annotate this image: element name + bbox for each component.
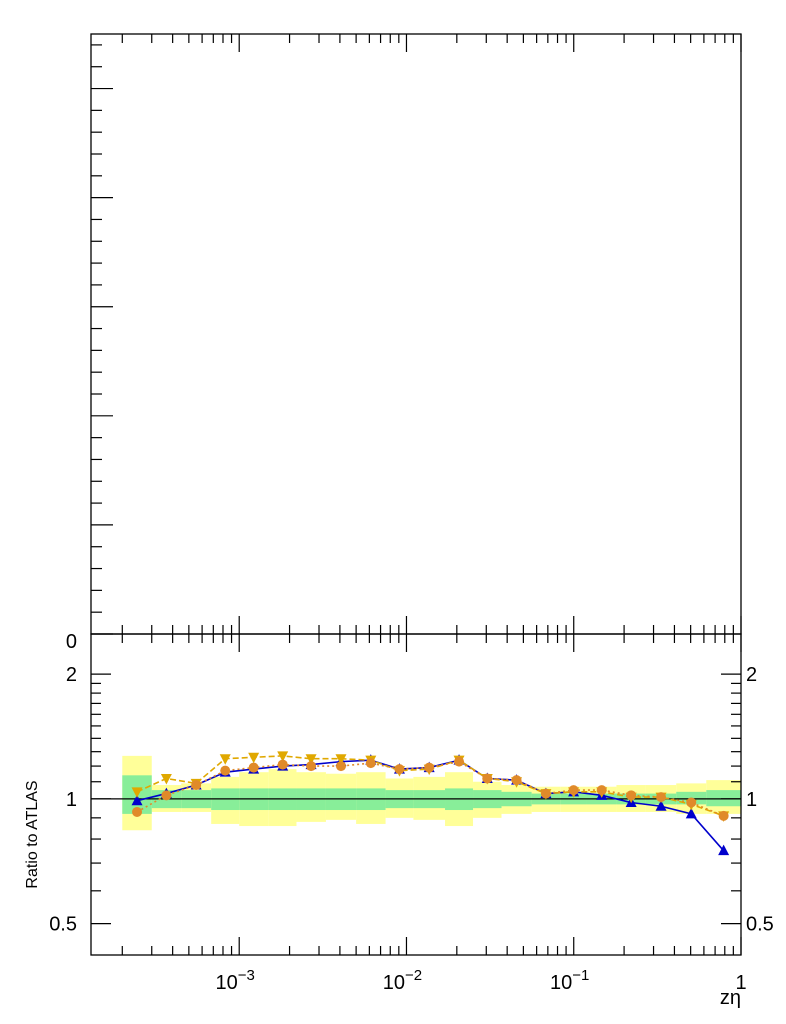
series-3-point bbox=[596, 785, 607, 796]
ratio-y-tick-label-left: 2 bbox=[66, 664, 77, 686]
ratio-panel-frame bbox=[90, 633, 742, 956]
series-3-point bbox=[306, 761, 317, 772]
ratio-y-tick-label-left: 1 bbox=[66, 789, 77, 811]
series-3-point bbox=[277, 759, 288, 770]
ratio-panel: 0.5 0.5 1 1 2 2 10−3 10−2 10−1 1 Ratio to ATLAS z… bbox=[24, 633, 774, 1009]
series-1-point bbox=[655, 800, 667, 811]
series-3-point bbox=[454, 756, 465, 767]
ratio-y-tick-label-right: 0.5 bbox=[746, 914, 774, 936]
series-2-point bbox=[131, 787, 143, 798]
ratio-x-tick-label: 1 bbox=[735, 972, 746, 994]
main-panel: 0 bbox=[66, 33, 742, 653]
series-3-point bbox=[424, 762, 435, 773]
ratio-x-tick-label: 10−3 bbox=[216, 967, 255, 994]
series-1-point bbox=[685, 807, 697, 819]
main-panel-tick-labels: 0 bbox=[66, 631, 77, 653]
series-3-point bbox=[482, 773, 493, 784]
series-3-point bbox=[191, 780, 202, 791]
series-3-point bbox=[540, 788, 551, 799]
stat-uncertainty-band bbox=[706, 790, 741, 807]
series-1-point bbox=[131, 794, 143, 806]
series-2-point bbox=[305, 754, 317, 765]
main-panel-ticks bbox=[91, 34, 742, 635]
series-3-point bbox=[365, 758, 376, 769]
series-3-point bbox=[511, 775, 522, 786]
ratio-y-tick-label-left: 0.5 bbox=[49, 914, 77, 936]
series-3-point bbox=[568, 785, 579, 796]
series-3-point bbox=[394, 764, 405, 775]
ratio-y-tick-label-right: 2 bbox=[746, 664, 757, 686]
series-2-point bbox=[277, 751, 289, 762]
ratio-panel-tick-labels: 0.5 0.5 1 1 2 2 10−3 10−2 10−1 1 bbox=[49, 664, 774, 994]
series-layer bbox=[131, 751, 730, 856]
series-2-point bbox=[335, 754, 347, 765]
x-axis-title: zη bbox=[720, 987, 741, 1009]
y-axis-title: Ratio to ATLAS bbox=[24, 780, 41, 888]
series-2-point bbox=[219, 754, 231, 765]
series-3-point bbox=[718, 810, 729, 821]
ratio-y-tick-label-right: 1 bbox=[746, 789, 757, 811]
main-panel-frame bbox=[90, 33, 742, 635]
series-1-point bbox=[718, 844, 730, 856]
series-3-point bbox=[220, 765, 231, 776]
series-3-point bbox=[161, 790, 172, 801]
series-3-point bbox=[686, 797, 697, 808]
main-y-tick-label: 0 bbox=[66, 631, 77, 653]
series-3-point bbox=[132, 806, 143, 817]
series-3-point bbox=[335, 761, 346, 772]
ratio-x-tick-label: 10−1 bbox=[550, 967, 589, 994]
series-2-point bbox=[248, 752, 260, 764]
series-2-point bbox=[160, 773, 172, 785]
series-3-point bbox=[656, 792, 667, 803]
ratio-panel-ticks bbox=[91, 634, 742, 955]
series-3-point bbox=[626, 790, 637, 801]
series-3-point bbox=[248, 762, 259, 773]
ratio-x-tick-label: 10−2 bbox=[383, 967, 422, 994]
